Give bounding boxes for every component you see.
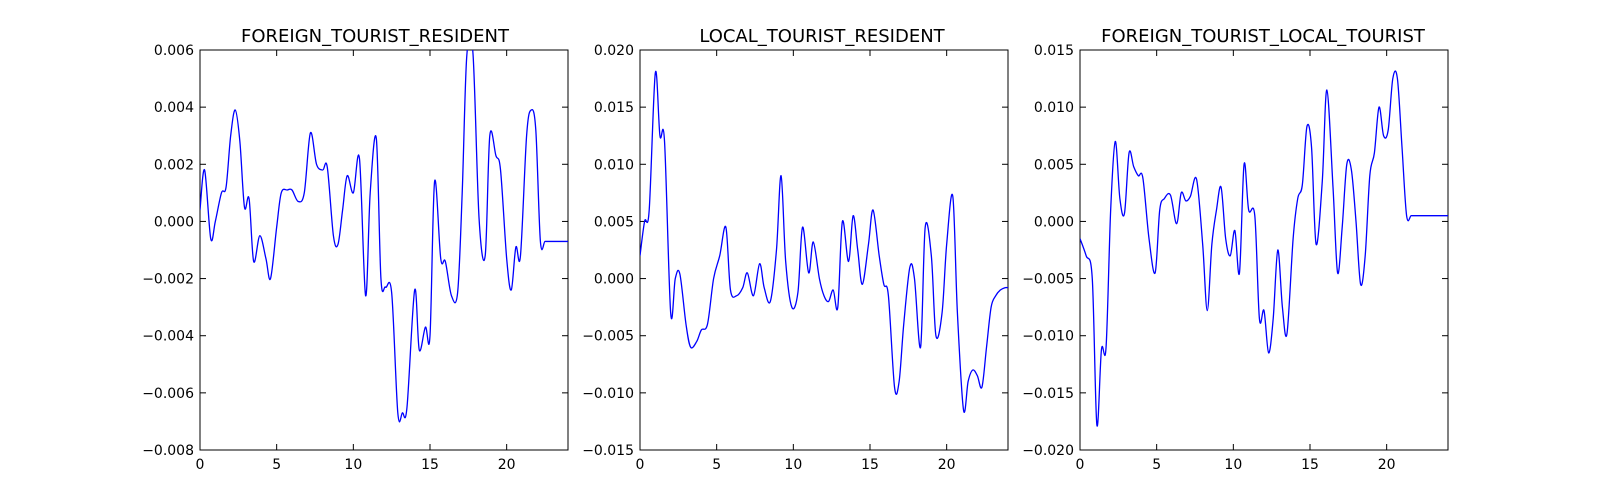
chart-title: FOREIGN_TOURIST_RESIDENT (241, 26, 510, 47)
y-tick-label: −0.015 (582, 443, 634, 459)
y-tick-label: 0.000 (594, 272, 634, 288)
y-tick-label: 0.005 (594, 214, 634, 230)
chart-title: LOCAL_TOURIST_RESIDENT (699, 26, 945, 47)
y-tick-label: −0.020 (1022, 443, 1074, 459)
x-tick-label: 15 (1301, 457, 1319, 473)
x-tick-label: 10 (1224, 457, 1242, 473)
y-tick-label: −0.010 (1022, 329, 1074, 345)
plot-area (639, 49, 1009, 451)
x-tick-label: 10 (784, 457, 802, 473)
y-tick-label: −0.006 (142, 386, 194, 402)
y-tick-label: −0.005 (582, 329, 634, 345)
y-tick-label: 0.015 (1034, 43, 1074, 59)
y-tick-label: 0.010 (594, 157, 634, 173)
y-tick-label: 0.004 (154, 100, 194, 116)
y-tick-label: 0.002 (154, 157, 194, 173)
panel-foreign-tourist-local-tourist: FOREIGN_TOURIST_LOCAL_TOURIST 0 5 10 15 20 −0… (1022, 26, 1449, 473)
x-tick-label: 0 (636, 457, 645, 473)
x-tick-label: 15 (421, 457, 439, 473)
y-tick-label: −0.010 (582, 386, 634, 402)
y-tick-label: 0.015 (594, 100, 634, 116)
y-tick-label: 0.005 (1034, 157, 1074, 173)
y-tick-label: −0.002 (142, 272, 194, 288)
y-tick-label: 0.006 (154, 43, 194, 59)
chart-title: FOREIGN_TOURIST_LOCAL_TOURIST (1101, 26, 1426, 47)
x-tick-label: 20 (498, 457, 516, 473)
plot-area (199, 49, 569, 451)
plot-area (1079, 49, 1449, 451)
x-tick-label: 0 (196, 457, 205, 473)
panel-foreign-tourist-resident: FOREIGN_TOURIST_RESIDENT 0 5 10 15 20 −0.008 −… (142, 26, 569, 473)
y-tick-label: −0.008 (142, 443, 194, 459)
series-line (640, 70, 1008, 413)
y-tick-label: −0.015 (1022, 386, 1074, 402)
x-tick-label: 0 (1076, 457, 1085, 473)
x-tick-label: 5 (272, 457, 281, 473)
y-tick-label: 0.020 (594, 43, 634, 59)
y-tick-label: −0.004 (142, 329, 194, 345)
y-tick-label: 0.000 (154, 214, 194, 230)
y-tick-label: −0.005 (1022, 272, 1074, 288)
x-tick-label: 15 (861, 457, 879, 473)
panel-local-tourist-resident: LOCAL_TOURIST_RESIDENT 0 5 10 15 20 −0.015 −0.… (582, 26, 1009, 473)
x-tick-label: 20 (938, 457, 956, 473)
series-line (1080, 70, 1448, 427)
y-tick-label: 0.010 (1034, 100, 1074, 116)
series-line (200, 50, 568, 423)
x-tick-label: 20 (1378, 457, 1396, 473)
x-tick-label: 5 (1152, 457, 1161, 473)
x-tick-label: 10 (344, 457, 362, 473)
y-tick-label: 0.000 (1034, 214, 1074, 230)
x-tick-label: 5 (712, 457, 721, 473)
